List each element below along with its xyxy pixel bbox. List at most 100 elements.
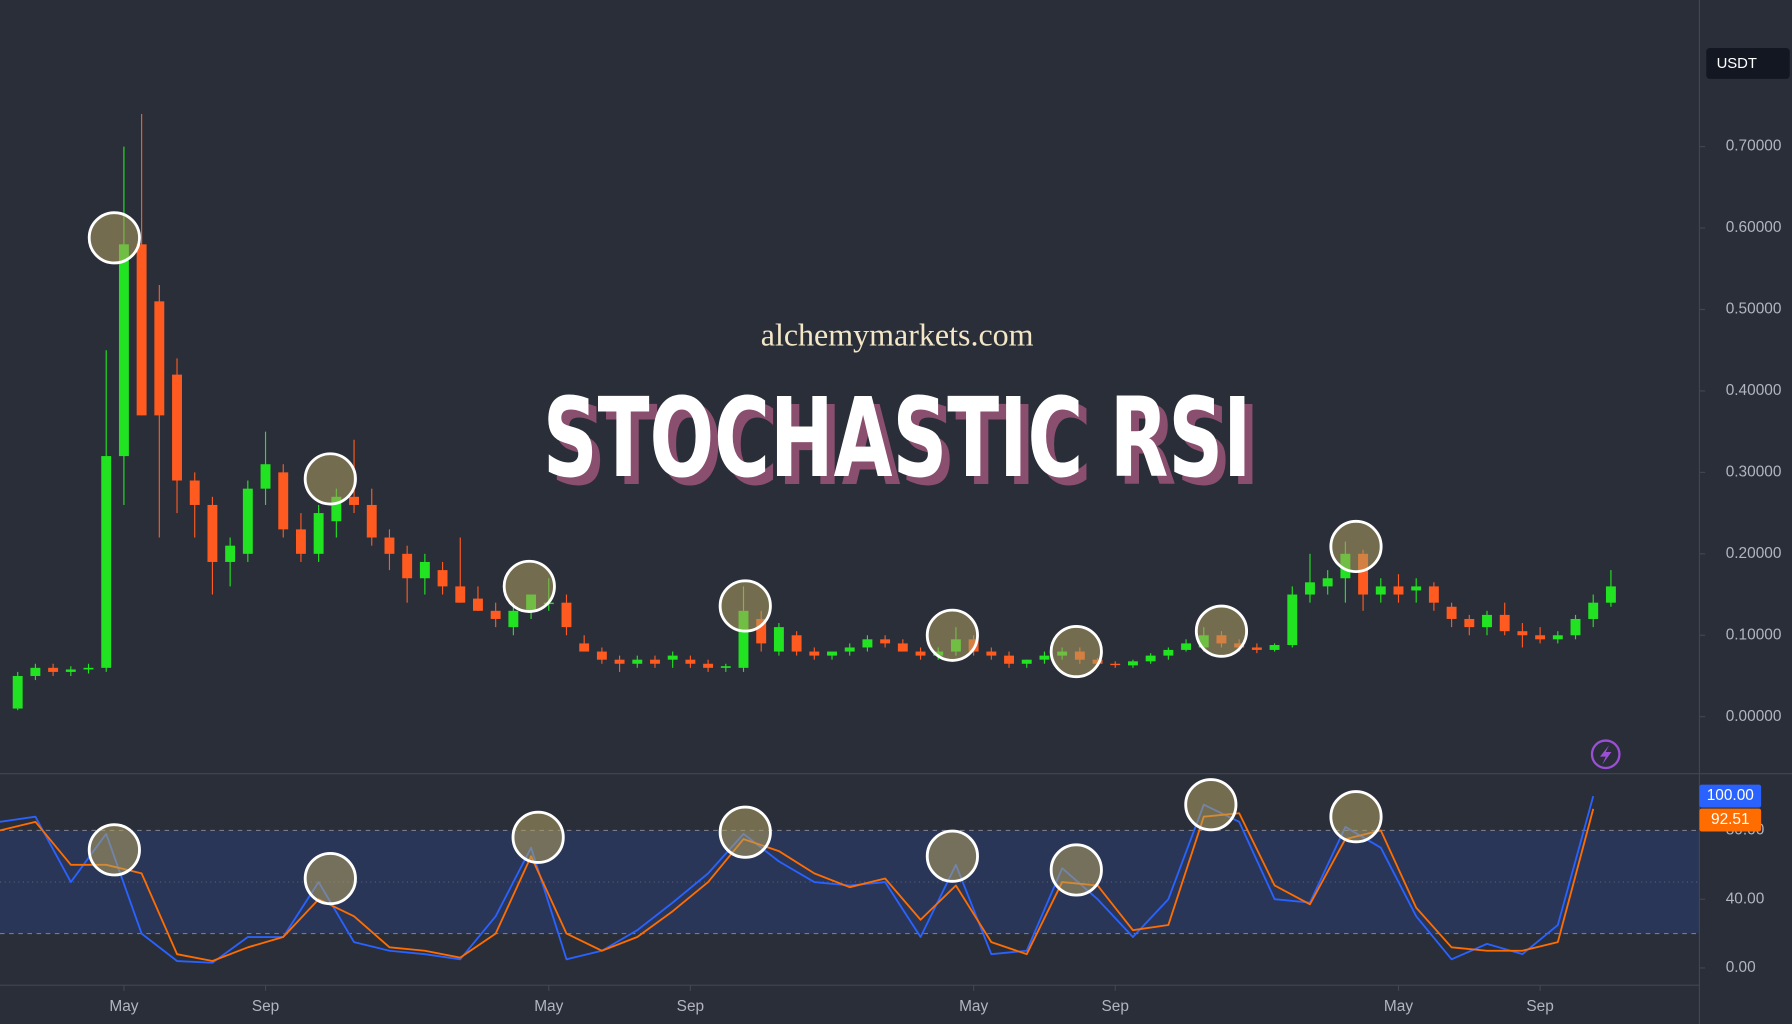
candle-body — [508, 610, 519, 628]
candle-body — [1021, 659, 1032, 664]
candle-body — [1110, 663, 1121, 666]
candle-body — [1004, 655, 1014, 664]
candle-body — [632, 659, 643, 664]
candle-body — [1517, 631, 1528, 636]
candle-body — [118, 244, 129, 457]
candle-body — [207, 504, 218, 562]
candle-body — [844, 647, 855, 652]
candle-body — [809, 651, 820, 656]
candle-body — [30, 667, 41, 676]
candle-body — [136, 244, 147, 416]
candle-body — [189, 480, 200, 505]
band-fill — [0, 830, 1700, 934]
highlight-circle — [718, 805, 772, 859]
candle-body — [384, 537, 395, 554]
candle-body — [1305, 582, 1315, 595]
candle-body — [12, 675, 23, 709]
candle-body — [1535, 635, 1546, 640]
last-value-tag — [1699, 784, 1762, 808]
candle-body — [366, 504, 377, 538]
candle-body — [1322, 578, 1333, 587]
highlight-circle — [303, 851, 357, 906]
candle-body — [862, 639, 873, 648]
candle-body — [1251, 647, 1262, 650]
candle-body — [172, 374, 182, 481]
candle-body — [1428, 586, 1439, 603]
x-tick-label: May — [534, 998, 563, 1015]
x-tick-label: Sep — [1526, 998, 1553, 1015]
candle-body — [1358, 553, 1369, 595]
x-tick-label: May — [109, 998, 138, 1015]
highlight-circle — [1194, 604, 1249, 658]
candle-body — [490, 610, 501, 619]
highlight-circle — [303, 452, 357, 506]
candle-body — [827, 651, 837, 656]
last-value-tag — [1699, 808, 1762, 832]
x-tick-label: May — [1384, 998, 1413, 1015]
highlight-circle — [925, 608, 979, 662]
watermark: alchemymarkets.com — [761, 317, 1034, 353]
candle-body — [455, 586, 466, 603]
candle-body — [756, 618, 767, 644]
candle-body — [331, 496, 342, 522]
candle-body — [579, 643, 590, 652]
candle-body — [225, 545, 236, 562]
candle-body — [1464, 618, 1475, 628]
candle-body — [650, 659, 660, 664]
candle-body — [1181, 643, 1192, 650]
candle-body — [402, 553, 413, 579]
highlight-circle — [1049, 843, 1103, 897]
candle-body — [1482, 614, 1492, 628]
stoch-line — [0, 795, 1595, 964]
y-tick-label: 0.30000 — [1726, 463, 1782, 480]
candle-body — [1375, 586, 1386, 595]
candle-body — [295, 529, 306, 554]
candle-body — [437, 570, 448, 587]
candle-body — [791, 635, 802, 652]
candle-body — [561, 602, 572, 628]
candle-body — [278, 472, 289, 530]
y-tick-label: 0.70000 — [1726, 138, 1782, 155]
title-shadow: STOCHASTIC RSI — [551, 382, 1260, 510]
highlight-circle — [87, 823, 141, 877]
candle-body — [614, 659, 625, 664]
highlight-circle — [1329, 790, 1383, 844]
highlight-circle — [87, 211, 141, 265]
candle-body — [1570, 618, 1581, 636]
candle-body — [1269, 645, 1280, 650]
candle-body — [1605, 586, 1616, 603]
highlight-circle — [1049, 624, 1103, 679]
alert-icon[interactable] — [1590, 739, 1621, 770]
candle-body — [986, 651, 997, 656]
currency-label: USDT — [1717, 56, 1757, 72]
y-tick-label: 0.40000 — [1726, 382, 1782, 399]
candle-body — [1411, 586, 1422, 591]
candle-body — [880, 639, 891, 644]
candle-body — [915, 651, 926, 656]
chart-title: STOCHASTIC RSI — [543, 374, 1252, 502]
candle-body — [897, 643, 908, 652]
y-tick-label: 0.60000 — [1726, 219, 1782, 236]
highlight-circle — [511, 810, 565, 864]
candle-body — [1039, 655, 1050, 660]
stoch-line — [0, 808, 1595, 962]
candle-body — [1393, 586, 1404, 595]
y-tick-label: 0.20000 — [1726, 545, 1782, 562]
plot-area — [0, 114, 1700, 964]
candle-body — [419, 561, 430, 579]
candle-body — [349, 496, 360, 505]
candle-body — [65, 669, 76, 672]
candle-body — [473, 598, 483, 611]
highlight-circle — [1329, 519, 1383, 574]
currency-badge — [1706, 48, 1790, 79]
candle-body — [1145, 655, 1156, 662]
alert-bolt — [1600, 745, 1612, 765]
candle-body — [101, 456, 112, 668]
y-tick-label: 0.50000 — [1726, 301, 1782, 318]
highlight-circle — [718, 579, 772, 633]
candle-body — [1446, 606, 1457, 619]
candle-body — [703, 663, 714, 668]
